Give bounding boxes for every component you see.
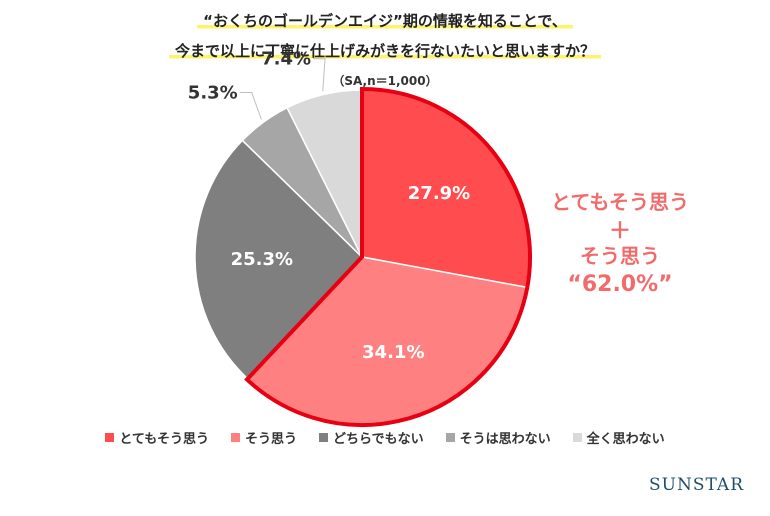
- data-label-neutral: 25.3%: [231, 249, 293, 270]
- sample-size-note: （SA,n＝1,000）: [332, 74, 438, 88]
- legend-swatch-not-really: [445, 433, 455, 442]
- callout-plus: ＋: [608, 219, 631, 244]
- legend-label-not-at-all: 全く思わない: [586, 432, 665, 447]
- legend-item-somewhat: そう思う: [231, 428, 297, 447]
- data-label-very-much: 27.9%: [408, 183, 470, 204]
- highlight-outline: [244, 86, 532, 427]
- legend-swatch-not-at-all: [572, 433, 582, 442]
- chart-title-line-2: 今まで以上に丁寧に仕上げみがきを行ないたいと思いますか？: [0, 40, 770, 61]
- chart-legend: とてもそう思う そう思う どちらでもない そうは思わない 全く思わない: [0, 428, 770, 447]
- callout-total: “62.0%”: [567, 272, 673, 297]
- legend-item-not-at-all: 全く思わない: [572, 428, 665, 447]
- leader-line-not-at-all: [313, 58, 326, 92]
- data-label-somewhat: 34.1%: [362, 342, 424, 363]
- sunstar-logo: SUNSTAR: [649, 475, 744, 495]
- pie-slice-neutral: [194, 139, 364, 380]
- leader-line-not-really: [239, 92, 262, 120]
- callout-line-1: とてもそう思う: [551, 190, 689, 214]
- legend-label-not-really: そうは思わない: [459, 432, 551, 447]
- legend-label-somewhat: そう思う: [245, 432, 298, 447]
- data-label-not-really: 5.3%: [188, 83, 238, 104]
- callout-line-3: そう思う: [580, 244, 660, 268]
- data-label-not-at-all: 7.4%: [261, 49, 311, 70]
- legend-item-neutral: どちらでもない: [319, 428, 424, 447]
- legend-swatch-very-much: [105, 433, 115, 442]
- legend-label-neutral: どちらでもない: [333, 432, 424, 447]
- legend-swatch-somewhat: [231, 433, 241, 442]
- legend-item-not-really: そうは思わない: [445, 428, 551, 447]
- legend-item-very-much: とてもそう思う: [105, 428, 209, 447]
- legend-swatch-neutral: [319, 433, 329, 442]
- legend-label-very-much: とてもそう思う: [119, 432, 210, 447]
- chart-title-line-1: “おくちのゴールデンエイジ”期の情報を知ることで、: [0, 10, 770, 31]
